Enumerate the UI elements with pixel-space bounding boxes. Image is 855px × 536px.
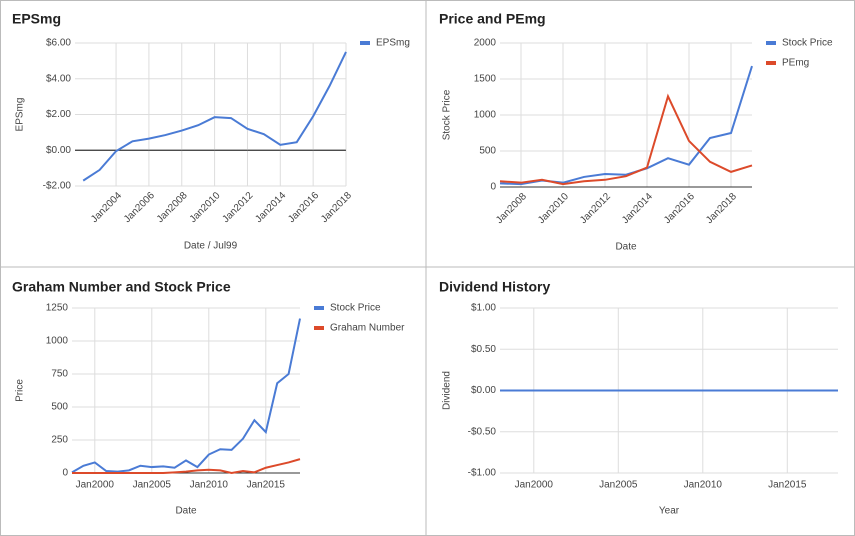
x-axis-title: Date (175, 506, 197, 517)
y-tick-label: -$0.50 (468, 426, 497, 437)
x-tick-label: Jan2005 (599, 480, 638, 491)
y-tick-label: 0 (62, 468, 68, 479)
chart-title: EPSmg (12, 11, 61, 27)
chart-title: Price and PEmg (439, 11, 546, 27)
x-axis-title: Date (615, 242, 637, 253)
legend-swatch (314, 306, 324, 310)
x-tick-label: Jan2000 (76, 480, 115, 491)
y-tick-label: 250 (51, 435, 68, 446)
legend-swatch (766, 41, 776, 45)
series-line (71, 318, 301, 474)
legend-label: PEmg (782, 58, 809, 69)
y-tick-label: 1500 (474, 74, 497, 85)
y-tick-label: $1.00 (471, 303, 496, 314)
series-line (72, 458, 301, 475)
x-tick-label: Jan2015 (247, 480, 286, 491)
y-tick-label: 500 (479, 146, 496, 157)
y-tick-label: 1000 (46, 336, 69, 347)
y-tick-label: $4.00 (46, 73, 71, 84)
y-tick-label: 1250 (46, 303, 69, 314)
y-tick-label: $0.50 (471, 344, 496, 355)
x-axis-title: Year (659, 506, 680, 517)
y-tick-label: 750 (51, 369, 68, 380)
y-tick-label: 500 (51, 402, 68, 413)
chart-title: Dividend History (439, 279, 550, 295)
legend-swatch (314, 326, 324, 330)
y-axis-title: Dividend (442, 371, 453, 410)
y-tick-label: 0 (490, 182, 496, 193)
series-line (82, 51, 347, 182)
y-tick-label: $0.00 (46, 145, 71, 156)
legend-swatch (360, 41, 370, 45)
series-line (499, 93, 753, 186)
y-tick-label: $2.00 (46, 109, 71, 120)
x-tick-label: Jan2010 (684, 480, 723, 491)
y-tick-label: $0.00 (471, 385, 496, 396)
y-tick-label: -$1.00 (468, 468, 497, 479)
chart-panel: Graham Number and Stock Price 0 250 500 750 1… (12, 279, 405, 517)
y-tick-label: 2000 (474, 38, 497, 49)
x-tick-label: Jan2000 (515, 480, 554, 491)
x-axis-title: Date / Jul99 (184, 241, 238, 252)
chart-title: Graham Number and Stock Price (12, 279, 231, 295)
x-tick-label: Jan2005 (133, 480, 172, 491)
x-tick-label: Jan2015 (768, 480, 807, 491)
y-tick-label: 1000 (474, 110, 497, 121)
y-axis-title: EPSmg (15, 98, 26, 132)
y-tick-label: -$2.00 (43, 181, 72, 192)
y-axis-title: Price (15, 379, 26, 402)
y-axis-title: Stock Price (442, 89, 453, 140)
legend-label: Stock Price (330, 303, 381, 314)
legend-label: Stock Price (782, 38, 833, 49)
y-tick-label: $6.00 (46, 38, 71, 49)
legend-label: Graham Number (330, 323, 405, 334)
legend-label: EPSmg (376, 38, 410, 49)
chart-panel: Dividend History -$1.00 -$0.50 $0.00 $0.50 $1… (439, 279, 838, 517)
x-tick-label: Jan2010 (190, 480, 229, 491)
legend-swatch (766, 61, 776, 65)
